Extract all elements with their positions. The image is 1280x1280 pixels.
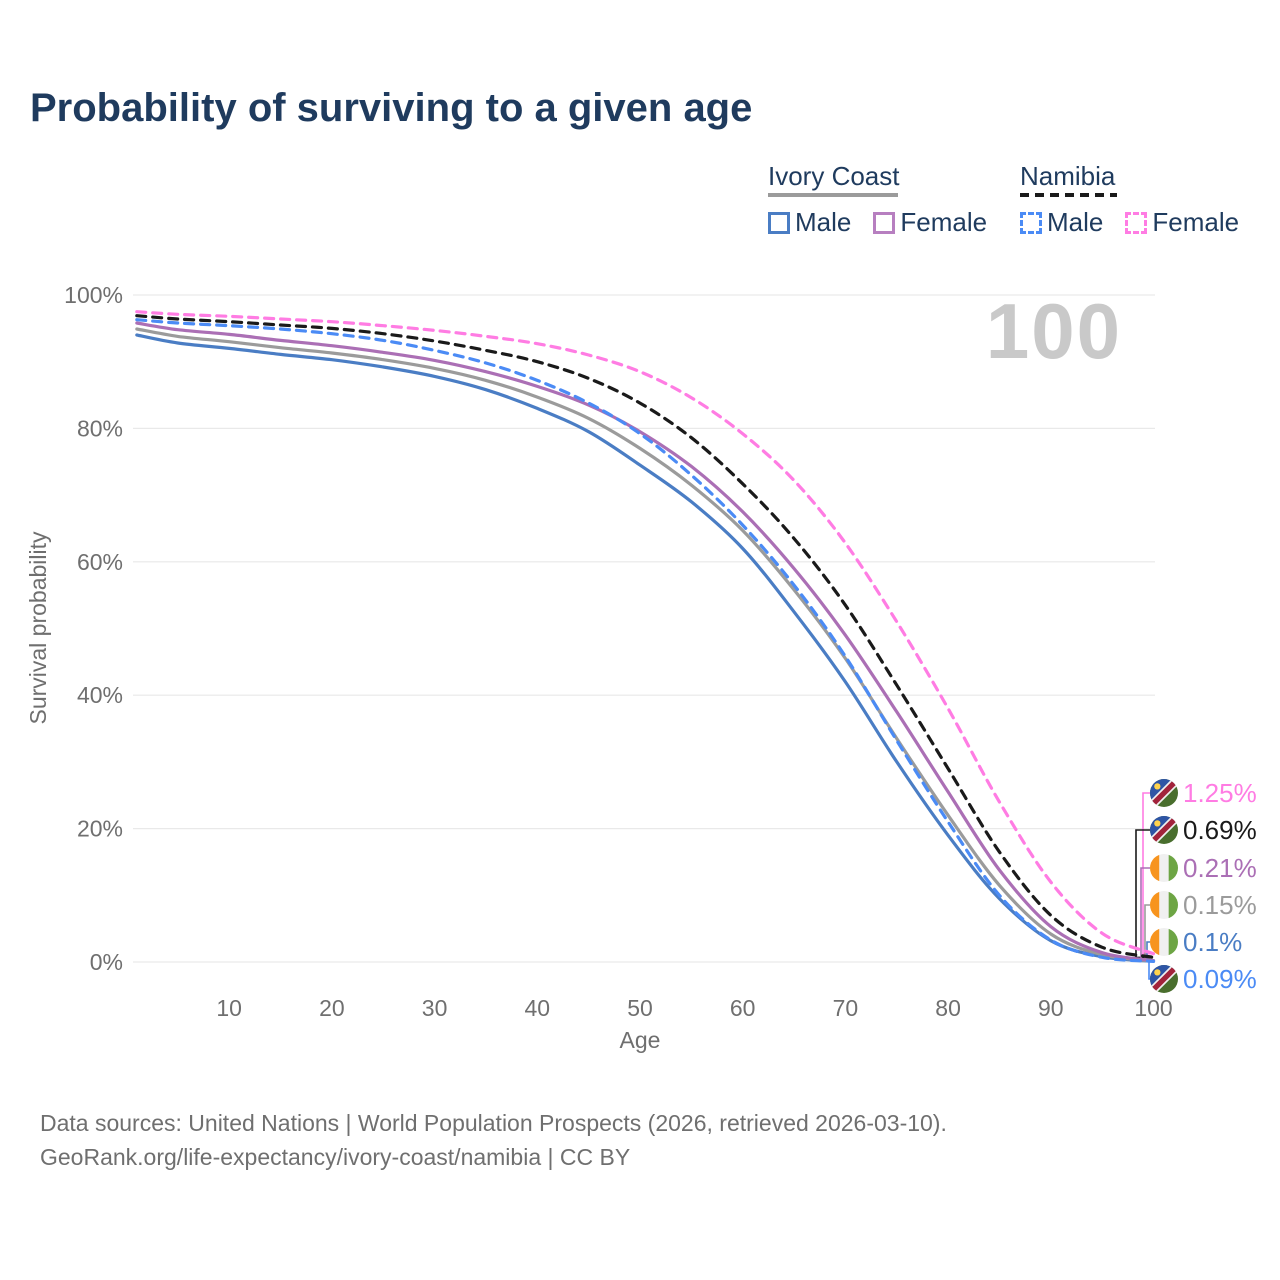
male-dashed-swatch-icon <box>1020 211 1042 234</box>
footer-line-2: GeoRank.org/life-expectancy/ivory-coast/… <box>40 1144 631 1170</box>
svg-text:20%: 20% <box>77 816 123 842</box>
end-label-namibia-male: 0.09% <box>1150 964 1257 994</box>
svg-text:60: 60 <box>730 995 756 1021</box>
legend-underline-solid <box>768 193 898 197</box>
end-label-value: 0.1% <box>1183 926 1243 957</box>
svg-text:0%: 0% <box>90 949 123 975</box>
curve-namibia-female <box>135 310 1156 956</box>
legend-item-namibia-male: Male <box>1020 207 1103 238</box>
svg-text:40: 40 <box>525 995 551 1021</box>
end-label-ivory-coast-both: 0.15% <box>1150 890 1257 920</box>
curve-namibia-both-sexes <box>135 314 1156 959</box>
namibia-flag-icon <box>1150 816 1178 844</box>
x-axis-label: Age <box>620 1027 661 1053</box>
x-axis-tick-labels: 10 20 30 40 50 60 70 80 90 100 <box>216 995 1172 1021</box>
legend-item-label: Male <box>1047 207 1104 237</box>
y-axis-tick-labels: 0% 20% 40% 60% 80% 100% <box>64 282 123 975</box>
ivory-coast-flag-icon <box>1150 928 1178 956</box>
svg-text:50: 50 <box>627 995 653 1021</box>
legend-item-label: Female <box>900 207 988 237</box>
svg-text:100: 100 <box>1134 995 1172 1021</box>
ivory-coast-flag-icon <box>1150 891 1178 919</box>
ivory-coast-flag-icon <box>1150 854 1178 882</box>
legend-header-ivory-coast: Ivory Coast <box>768 161 900 191</box>
page-title: Probability of surviving to a given age <box>30 86 753 130</box>
namibia-flag-icon <box>1150 965 1178 993</box>
svg-text:10: 10 <box>216 995 242 1021</box>
end-label-value: 1.25% <box>1183 777 1257 808</box>
legend-underline-dashed <box>1020 193 1117 197</box>
legend-header-namibia: Namibia <box>1020 161 1116 191</box>
namibia-flag-icon <box>1150 779 1178 807</box>
svg-text:80%: 80% <box>77 415 123 441</box>
legend-item-label: Male <box>795 207 852 237</box>
female-solid-swatch-icon <box>873 211 896 234</box>
legend-group-namibia: Namibia Male Female <box>1020 162 1239 238</box>
gridlines <box>133 294 1155 963</box>
end-label-ivory-coast-female: 0.21% <box>1150 853 1257 883</box>
legend-item-ivory-coast-male: Male <box>768 207 851 238</box>
data-sources-footer: Data sources: United Nations | World Pop… <box>40 1106 947 1174</box>
female-dashed-swatch-icon <box>1125 211 1148 234</box>
curve-namibia-male <box>135 318 1156 963</box>
end-label-ivory-coast-male: 0.1% <box>1150 927 1242 957</box>
svg-text:70: 70 <box>833 995 859 1021</box>
end-label-namibia-both: 0.69% <box>1150 815 1257 845</box>
legend-item-namibia-female: Female <box>1125 207 1239 238</box>
male-solid-swatch-icon <box>768 211 790 234</box>
svg-text:30: 30 <box>422 995 448 1021</box>
end-label-namibia-female: 1.25% <box>1150 778 1257 808</box>
legend-item-ivory-coast-female: Female <box>873 207 987 238</box>
end-label-value: 0.21% <box>1183 852 1257 883</box>
footer-line-1: Data sources: United Nations | World Pop… <box>40 1110 947 1136</box>
curve-ivory-coast-both-sexes <box>135 327 1156 963</box>
age-counter-watermark: 100 <box>985 287 1122 375</box>
svg-text:40%: 40% <box>77 682 123 708</box>
svg-text:20: 20 <box>319 995 345 1021</box>
svg-text:80: 80 <box>935 995 961 1021</box>
end-label-value: 0.69% <box>1183 814 1257 845</box>
y-axis-label: Survival probability <box>25 531 51 725</box>
curve-ivory-coast-male <box>135 333 1156 963</box>
legend-item-label: Female <box>1152 207 1240 237</box>
end-label-value: 0.09% <box>1183 963 1257 994</box>
end-label-value: 0.15% <box>1183 889 1257 920</box>
legend-group-ivory-coast: Ivory Coast Male Female <box>768 162 987 238</box>
survival-curves <box>135 310 1156 963</box>
svg-text:90: 90 <box>1038 995 1064 1021</box>
svg-text:60%: 60% <box>77 549 123 575</box>
curve-ivory-coast-female <box>135 321 1156 963</box>
svg-text:100%: 100% <box>64 282 123 308</box>
